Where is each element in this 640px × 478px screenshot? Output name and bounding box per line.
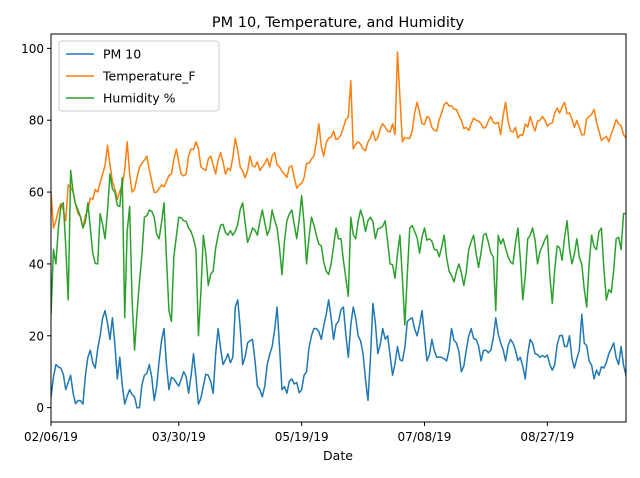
- legend-label: Temperature_F: [102, 69, 196, 84]
- y-tick-label: 60: [29, 186, 44, 200]
- y-tick-label: 20: [29, 329, 44, 343]
- x-tick-label: 08/27/19: [520, 430, 574, 444]
- x-axis-label: Date: [323, 448, 353, 463]
- y-tick-label: 0: [36, 401, 44, 415]
- x-tick-label: 07/08/19: [398, 430, 452, 444]
- legend-label: PM 10: [103, 47, 141, 62]
- legend: PM 10 Temperature_F Humidity %: [59, 41, 219, 111]
- y-tick-label: 40: [29, 257, 44, 271]
- y-tick-label: 100: [21, 42, 44, 56]
- chart-title: PM 10, Temperature, and Humidity: [212, 15, 465, 31]
- legend-label: Humidity %: [103, 91, 176, 106]
- y-axis: 0 20 40 60 80 100: [21, 42, 51, 415]
- x-tick-label: 05/19/19: [275, 430, 329, 444]
- x-tick-label: 02/06/19: [24, 430, 78, 444]
- y-tick-label: 80: [29, 114, 44, 128]
- x-tick-label: 03/30/19: [152, 430, 206, 444]
- x-axis: 02/06/19 03/30/19 05/19/19 07/08/19 08/27/19: [24, 422, 574, 444]
